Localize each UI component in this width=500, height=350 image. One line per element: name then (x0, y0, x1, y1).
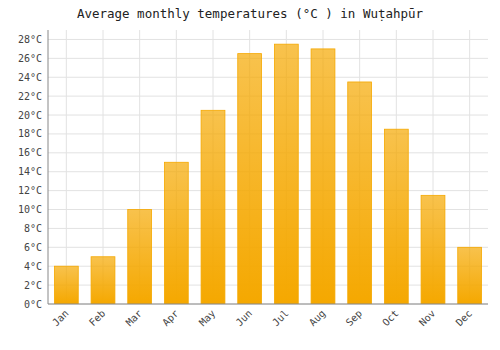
y-grid-line (48, 115, 488, 116)
y-tick-label: 14°C (18, 166, 42, 177)
x-tick-label: Aug (307, 308, 328, 329)
y-tick-label: 26°C (18, 53, 42, 64)
y-tick-label: 10°C (18, 204, 42, 215)
y-axis-line (48, 30, 49, 304)
bar (164, 162, 188, 304)
x-tick-label: Jan (50, 308, 71, 329)
y-tick-label: 6°C (24, 242, 42, 253)
bar (238, 54, 262, 304)
y-tick-label: 2°C (24, 280, 42, 291)
title: Average monthly temperatures (°C ) in Wu… (77, 6, 424, 21)
y-tick-label: 24°C (18, 72, 42, 83)
y-grid-line (48, 133, 488, 134)
bar (274, 44, 298, 304)
bar (91, 257, 115, 304)
y-tick-label: 0°C (24, 299, 42, 310)
bar (348, 82, 372, 304)
y-grid-line (48, 171, 488, 172)
bar (384, 129, 408, 304)
y-grid-line (48, 96, 488, 97)
y-grid-line (48, 39, 488, 40)
bar (458, 247, 482, 304)
bar (54, 266, 78, 304)
y-tick-label: 4°C (24, 261, 42, 272)
y-grid-line (48, 304, 488, 305)
grid (48, 30, 488, 304)
x-tick-label: Jun (234, 308, 255, 329)
y-grid-line (48, 77, 488, 78)
y-tick-label: 20°C (18, 110, 42, 121)
x-tick-label: Dec (454, 308, 475, 329)
x-tick-label: Feb (87, 308, 108, 329)
chart: Average monthly temperatures (°C ) in Wu… (0, 0, 500, 350)
y-tick-label: 12°C (18, 185, 42, 196)
y-grid-line (48, 152, 488, 153)
y-grid-line (48, 190, 488, 191)
x-tick-label: Apr (160, 308, 181, 329)
x-axis-line (48, 304, 488, 305)
x-tick-label: Jul (270, 308, 291, 329)
y-tick-label: 18°C (18, 128, 42, 139)
bar (128, 210, 152, 304)
y-tick-label: 22°C (18, 91, 42, 102)
bar (311, 49, 335, 304)
y-tick-label: 28°C (18, 34, 42, 45)
y-tick-label: 16°C (18, 147, 42, 158)
x-tick-label: May (197, 308, 218, 329)
x-tick-label: Sep (344, 308, 365, 329)
bar (421, 195, 445, 304)
y-grid-line (48, 58, 488, 59)
x-grid-line (66, 30, 67, 304)
x-tick-label: Oct (380, 308, 401, 329)
bar (201, 110, 225, 304)
y-tick-label: 8°C (24, 223, 42, 234)
x-tick-label: Nov (417, 308, 438, 329)
x-tick-label: Mar (124, 308, 145, 329)
bars (54, 44, 481, 304)
